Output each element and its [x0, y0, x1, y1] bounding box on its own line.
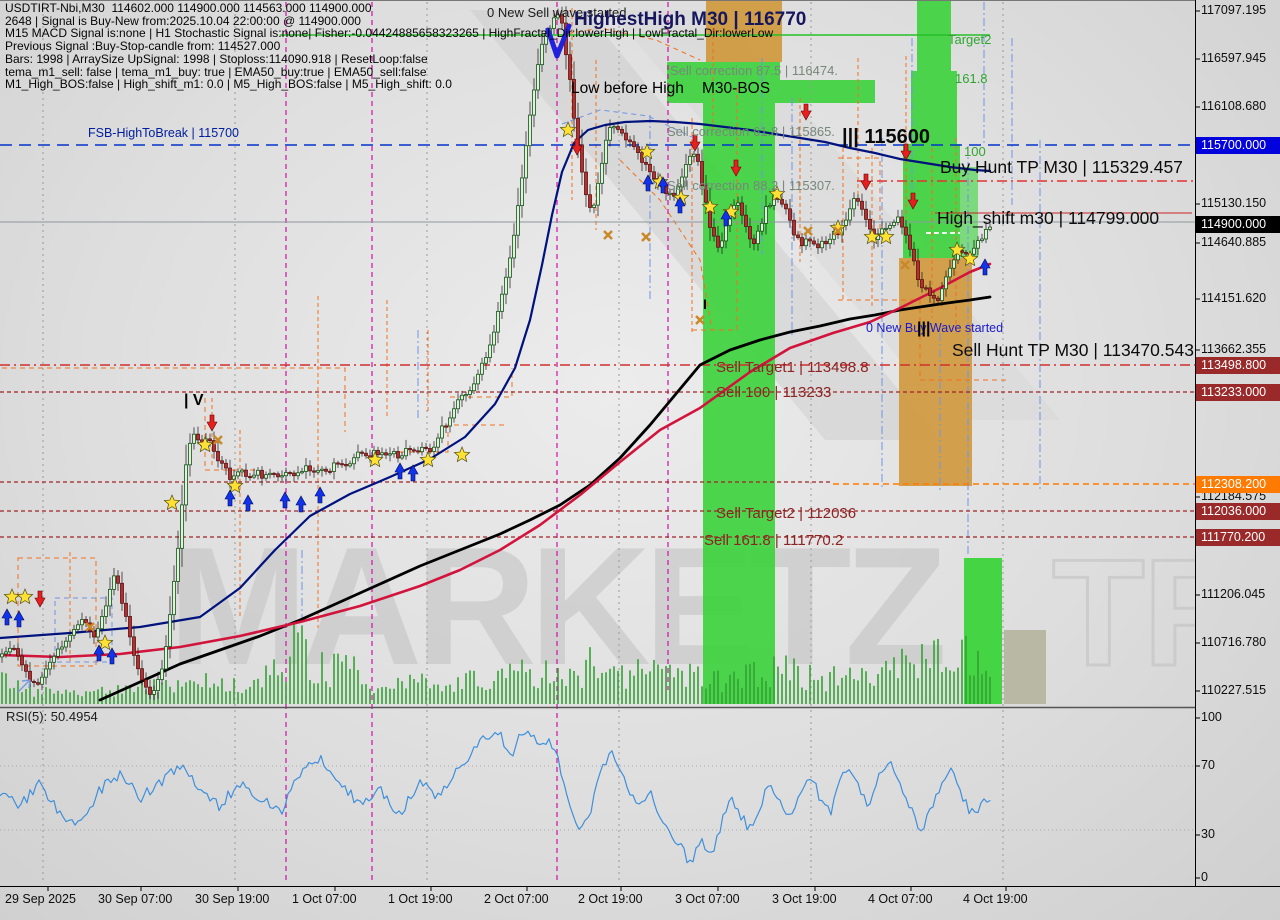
- price-level-badge: 113498.800: [1196, 356, 1280, 374]
- time-axis-label: 30 Sep 07:00: [98, 892, 173, 906]
- price-axis-label: 112184.575: [1201, 489, 1267, 503]
- time-axis-label: 3 Oct 07:00: [675, 892, 740, 906]
- level-lines: [0, 34, 1195, 538]
- price-axis-label: 114640.885: [1201, 235, 1267, 249]
- price-axis-label: 111206.045: [1201, 587, 1266, 601]
- price-level-badge: 114900.000: [1196, 215, 1280, 233]
- vertical-guide-lines: [42, 2, 1041, 884]
- rsi-axis-label: 0: [1201, 870, 1208, 884]
- time-axis-label: 4 Oct 19:00: [963, 892, 1028, 906]
- price-level-badge: 112308.200: [1196, 475, 1280, 493]
- info-line: Bars: 1998 | ArraySize UpSignal: 1998 | …: [5, 51, 428, 66]
- price-axis-label: 110716.780: [1201, 635, 1267, 649]
- info-line: M15 MACD Signal is:none | H1 Stochastic …: [5, 26, 774, 41]
- price-axis-label: 110227.515: [1201, 683, 1267, 697]
- rsi-axis-label: 70: [1201, 758, 1215, 772]
- time-axis-label: 2 Oct 19:00: [578, 892, 643, 906]
- price-level-badge: 113233.000: [1196, 383, 1280, 401]
- price-level-badge: 112036.000: [1196, 502, 1280, 520]
- rsi-axis-label: 100: [1201, 710, 1222, 724]
- info-line: 2648 | Signal is Buy-New from:2025.10.04…: [5, 13, 361, 28]
- rsi-axis-label: 30: [1201, 827, 1215, 841]
- info-line: Previous Signal :Buy-Stop-candle from: 1…: [5, 39, 281, 54]
- volume-bars: [1, 624, 991, 704]
- price-axis-label: 115130.150: [1201, 196, 1267, 210]
- price-axis-label: 116597.945: [1201, 51, 1267, 65]
- info-line: M1_High_BOS:false | High_shift_m1: 0.0 |…: [5, 77, 452, 92]
- time-axis-label: 4 Oct 07:00: [868, 892, 933, 906]
- chart-frame: [0, 0, 1280, 891]
- time-axis-label: 2 Oct 07:00: [484, 892, 549, 906]
- rsi-panel: [0, 730, 1195, 864]
- time-axis-label: 29 Sep 2025: [5, 892, 76, 906]
- moving-averages: [0, 119, 992, 702]
- candlestick-series: [0, 6, 992, 701]
- time-axis-label: 1 Oct 07:00: [292, 892, 357, 906]
- time-axis-label: 3 Oct 19:00: [772, 892, 837, 906]
- time-axis-label: 1 Oct 19:00: [388, 892, 453, 906]
- price-axis-label: 114151.620: [1201, 291, 1267, 305]
- info-line: USDTIRT-Nbi,M30 114602.000 114900.000 11…: [5, 1, 372, 15]
- time-axis-label: 30 Sep 19:00: [195, 892, 270, 906]
- price-axis-label: 117097.195: [1201, 3, 1267, 17]
- price-level-badge: 115700.000: [1196, 136, 1280, 154]
- price-axis-label: 116108.680: [1201, 99, 1267, 113]
- signal-markers: [1, 23, 991, 693]
- info-line: tema_m1_sell: false | tema_m1_buy: true …: [5, 64, 427, 79]
- price-level-badge: 111770.200: [1196, 528, 1280, 546]
- expert-info-block: USDTIRT-Nbi,M30 114602.000 114900.000 11…: [5, 2, 773, 91]
- price-axis-label: 113662.355: [1201, 342, 1267, 356]
